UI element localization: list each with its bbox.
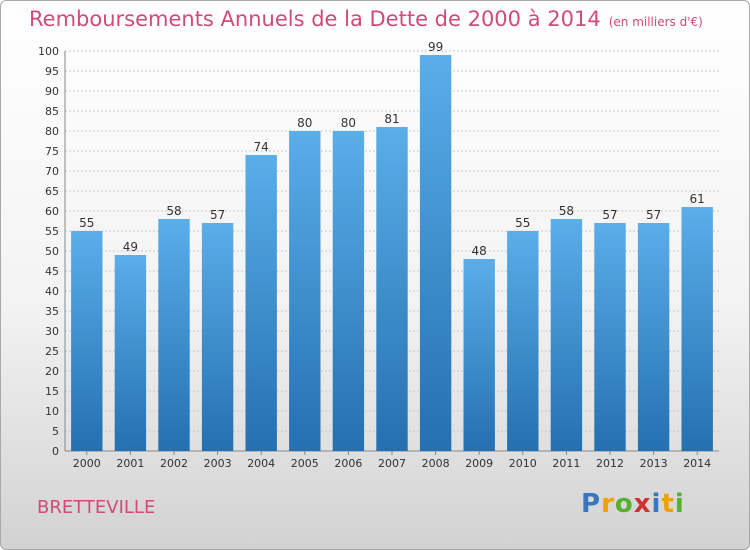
- bar: [201, 223, 234, 451]
- bar: [507, 231, 539, 451]
- y-tick-label: 95: [45, 65, 59, 78]
- y-tick-label: 80: [45, 125, 59, 138]
- logo-letter: P: [581, 489, 602, 519]
- bar-value-label: 48: [472, 244, 487, 258]
- bar-value-label: 80: [297, 116, 312, 130]
- x-tick-label: 2012: [596, 457, 624, 470]
- bar: [71, 231, 103, 451]
- y-tick-label: 10: [45, 405, 59, 418]
- x-tick-label: 2011: [552, 457, 580, 470]
- x-tick-label: 2005: [291, 457, 319, 470]
- bar: [637, 223, 670, 451]
- logo-letter: t: [661, 489, 675, 519]
- x-tick-label: 2007: [378, 457, 406, 470]
- bar-value-label: 99: [428, 40, 443, 54]
- x-tick-label: 2001: [116, 457, 144, 470]
- y-tick-label: 55: [45, 225, 59, 238]
- bar: [245, 155, 277, 451]
- bar: [681, 207, 713, 451]
- bar-value-label: 49: [123, 240, 138, 254]
- x-tick-label: 2003: [204, 457, 232, 470]
- x-tick-label: 2009: [465, 457, 493, 470]
- y-tick-label: 90: [45, 85, 59, 98]
- bar: [289, 131, 321, 451]
- logo-letter: r: [601, 489, 615, 519]
- x-tick-label: 2006: [334, 457, 362, 470]
- bar-value-label: 57: [602, 208, 617, 222]
- y-tick-label: 45: [45, 265, 59, 278]
- bar-value-label: 74: [254, 140, 269, 154]
- bar: [419, 55, 452, 451]
- logo-letter: i: [674, 489, 685, 519]
- bar-chart: 0 5 10 15 20 25 30 35 40 45 50 55 60 65 70 75 80 85 90 95 10…: [38, 40, 719, 470]
- y-tick-label: 75: [45, 145, 59, 158]
- commune-name: BRETTEVILLE: [37, 497, 156, 518]
- bar: [158, 219, 190, 451]
- y-tick-label: 20: [45, 365, 59, 378]
- y-tick-label: 100: [38, 45, 59, 58]
- chart-unit: (en milliers d'€): [608, 15, 703, 29]
- bar: [332, 131, 365, 451]
- bar: [463, 259, 495, 451]
- proxiti-logo: Proxiti: [581, 489, 685, 519]
- y-tick-label: 0: [52, 445, 59, 458]
- y-tick-label: 60: [45, 205, 59, 218]
- bar-value-label: 61: [690, 192, 705, 206]
- logo-letter: o: [614, 489, 634, 519]
- y-tick-label: 70: [45, 165, 59, 178]
- x-tick-label: 2004: [247, 457, 275, 470]
- chart-title: Remboursements Annuels de la Dette de 20…: [29, 7, 703, 31]
- x-tick-label: 2002: [160, 457, 188, 470]
- bar: [550, 219, 583, 451]
- logo-letter: i: [651, 489, 662, 519]
- y-tick-label: 35: [45, 305, 59, 318]
- bar-value-label: 58: [559, 204, 574, 218]
- x-tick-label: 2008: [422, 457, 450, 470]
- y-tick-label: 85: [45, 105, 59, 118]
- x-tick-label: 2000: [73, 457, 101, 470]
- bar-value-label: 57: [210, 208, 225, 222]
- bar: [594, 223, 626, 451]
- bar-value-label: 55: [515, 216, 530, 230]
- bar-value-label: 80: [341, 116, 356, 130]
- bar: [376, 127, 408, 451]
- y-tick-label: 50: [45, 245, 59, 258]
- y-tick-label: 5: [52, 425, 59, 438]
- x-tick-label: 2013: [640, 457, 668, 470]
- x-tick-label: 2014: [683, 457, 711, 470]
- x-tick-label: 2010: [509, 457, 537, 470]
- bar-value-label: 55: [79, 216, 94, 230]
- y-tick-label: 65: [45, 185, 59, 198]
- chart-title-text: Remboursements Annuels de la Dette de 20…: [29, 7, 601, 31]
- y-tick-label: 40: [45, 285, 59, 298]
- y-tick-label: 25: [45, 345, 59, 358]
- bar-value-label: 58: [166, 204, 181, 218]
- bar-value-label: 57: [646, 208, 661, 222]
- y-tick-label: 30: [45, 325, 59, 338]
- logo-letter: x: [633, 489, 652, 519]
- y-tick-label: 15: [45, 385, 59, 398]
- bar: [114, 255, 147, 451]
- bar-value-label: 81: [384, 112, 399, 126]
